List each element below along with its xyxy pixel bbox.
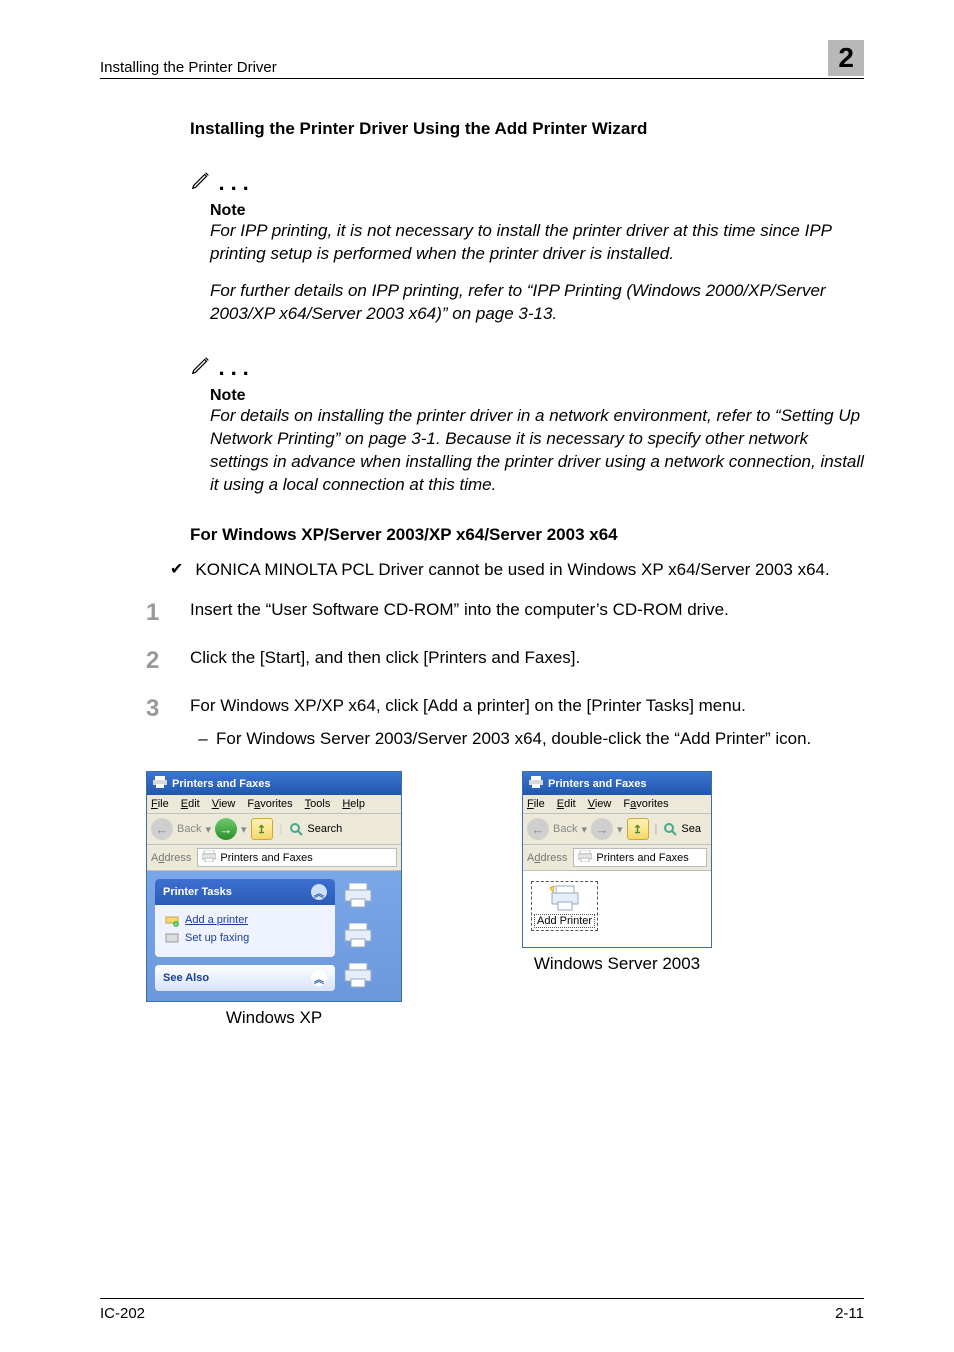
checkmark-icon: ✔ [170, 559, 183, 582]
step-number: 3 [146, 695, 190, 723]
subsection-heading: For Windows XP/Server 2003/XP x64/Server… [100, 525, 864, 545]
chapter-number-badge: 2 [828, 40, 864, 76]
menu-file[interactable]: File [151, 798, 169, 810]
ellipsis-icon: ... [218, 170, 254, 195]
toolbar: ← Back ▾ → ▾ ↥ | Sea [523, 814, 711, 845]
search-label[interactable]: Sea [681, 823, 701, 835]
address-bar: Address Printers and Faxes [523, 845, 711, 871]
up-folder-button[interactable]: ↥ [251, 818, 273, 840]
note-paragraph: For IPP printing, it is not necessary to… [210, 220, 864, 266]
back-button[interactable]: ← [151, 818, 173, 840]
window-title: Printers and Faxes [548, 778, 646, 790]
note-paragraph: For further details on IPP printing, ref… [210, 280, 864, 326]
menu-view[interactable]: View [212, 798, 236, 810]
section-heading: Installing the Printer Driver Using the … [190, 119, 864, 139]
search-label[interactable]: Search [307, 823, 342, 835]
pencil-icon [190, 354, 212, 381]
note-block-2: ... Note For details on installing the p… [190, 354, 864, 497]
toolbar: ← Back ▾ → ▾ ↥ | Search [147, 814, 401, 845]
note-label: Note [210, 387, 864, 405]
xp-printers-window: Printers and Faxes File Edit View Favori… [146, 771, 402, 1002]
window-titlebar[interactable]: Printers and Faxes [147, 772, 401, 795]
printer-icon [153, 776, 167, 791]
menu-file[interactable]: File [527, 798, 545, 810]
window-title: Printers and Faxes [172, 778, 270, 790]
forward-button[interactable]: → [215, 818, 237, 840]
address-value: Printers and Faxes [220, 852, 312, 864]
seealso-header-label: See Also [163, 972, 209, 984]
address-label: Address [527, 852, 567, 864]
add-a-printer-link[interactable]: + Add a printer [165, 911, 325, 929]
forward-button[interactable]: → [591, 818, 613, 840]
printer-icon [202, 850, 216, 865]
menu-view[interactable]: View [588, 798, 612, 810]
search-icon[interactable] [663, 822, 677, 836]
step-text: For Windows XP/XP x64, click [Add a prin… [190, 696, 746, 715]
dash-bullet: – [190, 728, 216, 751]
search-icon[interactable] [289, 822, 303, 836]
menu-edit[interactable]: Edit [557, 798, 576, 810]
menu-help[interactable]: Help [342, 798, 365, 810]
tasks-header-label: Printer Tasks [163, 886, 232, 898]
step-2: 2 Click the [Start], and then click [Pri… [190, 647, 864, 675]
printer-tasks-panel: Printer Tasks ︽ + Add a printer [155, 879, 335, 957]
running-header: Installing the Printer Driver [100, 59, 277, 76]
footer-page-number: 2-11 [835, 1305, 864, 1322]
server-printers-window: Printers and Faxes File Edit View Favori… [522, 771, 712, 948]
printer-icon [529, 776, 543, 791]
add-printer-wizard-icon [548, 884, 582, 912]
note-paragraph: For details on installing the printer dr… [210, 405, 864, 497]
pencil-icon [190, 169, 212, 196]
step-1: 1 Insert the “User Software CD-ROM” into… [190, 599, 864, 627]
printer-icon[interactable] [343, 963, 373, 989]
task-link-label: Set up faxing [185, 932, 249, 944]
address-input[interactable]: Printers and Faxes [197, 848, 397, 867]
menu-favorites[interactable]: Favorites [623, 798, 668, 810]
step-number: 2 [146, 647, 190, 675]
screenshot-caption-xp: Windows XP [226, 1008, 322, 1028]
ellipsis-icon: ... [218, 355, 254, 380]
printer-icon[interactable] [343, 883, 373, 909]
step-text: Insert the “User Software CD-ROM” into t… [190, 599, 864, 622]
menu-favorites[interactable]: Favorites [247, 798, 292, 810]
address-label: Address [151, 852, 191, 864]
step-subtext: For Windows Server 2003/Server 2003 x64,… [216, 728, 811, 751]
menu-bar[interactable]: File Edit View Favorites Tools Help [147, 795, 401, 814]
task-link-label: Add a printer [185, 914, 248, 926]
address-input[interactable]: Printers and Faxes [573, 848, 707, 867]
note-label: Note [210, 202, 864, 220]
add-printer-label: Add Printer [534, 914, 595, 928]
back-button[interactable]: ← [527, 818, 549, 840]
fax-icon [165, 931, 179, 945]
menu-bar[interactable]: File Edit View Favorites [523, 795, 711, 814]
step-number: 1 [146, 599, 190, 627]
add-printer-icon-item[interactable]: Add Printer [531, 881, 598, 931]
footer-model: IC-202 [100, 1305, 145, 1322]
step-text: Click the [Start], and then click [Print… [190, 647, 864, 670]
menu-edit[interactable]: Edit [181, 798, 200, 810]
check-note-text: KONICA MINOLTA PCL Driver cannot be used… [195, 559, 829, 582]
see-also-panel: See Also ︽ [155, 965, 335, 991]
set-up-faxing-link[interactable]: Set up faxing [165, 929, 325, 947]
printer-icon[interactable] [343, 923, 373, 949]
printer-add-icon: + [165, 913, 179, 927]
back-label: Back [553, 823, 577, 835]
printer-icon [578, 850, 592, 865]
note-block-1: ... Note For IPP printing, it is not nec… [190, 169, 864, 326]
address-value: Printers and Faxes [596, 852, 688, 864]
window-titlebar[interactable]: Printers and Faxes [523, 772, 711, 795]
svg-text:+: + [175, 922, 178, 927]
screenshot-caption-server: Windows Server 2003 [534, 954, 700, 974]
collapse-icon[interactable]: ︽ [311, 884, 327, 900]
back-label: Back [177, 823, 201, 835]
step-3: 3 For Windows XP/XP x64, click [Add a pr… [190, 695, 864, 751]
menu-tools[interactable]: Tools [305, 798, 331, 810]
address-bar: Address Printers and Faxes [147, 845, 401, 871]
up-folder-button[interactable]: ↥ [627, 818, 649, 840]
collapse-icon[interactable]: ︽ [311, 970, 327, 986]
